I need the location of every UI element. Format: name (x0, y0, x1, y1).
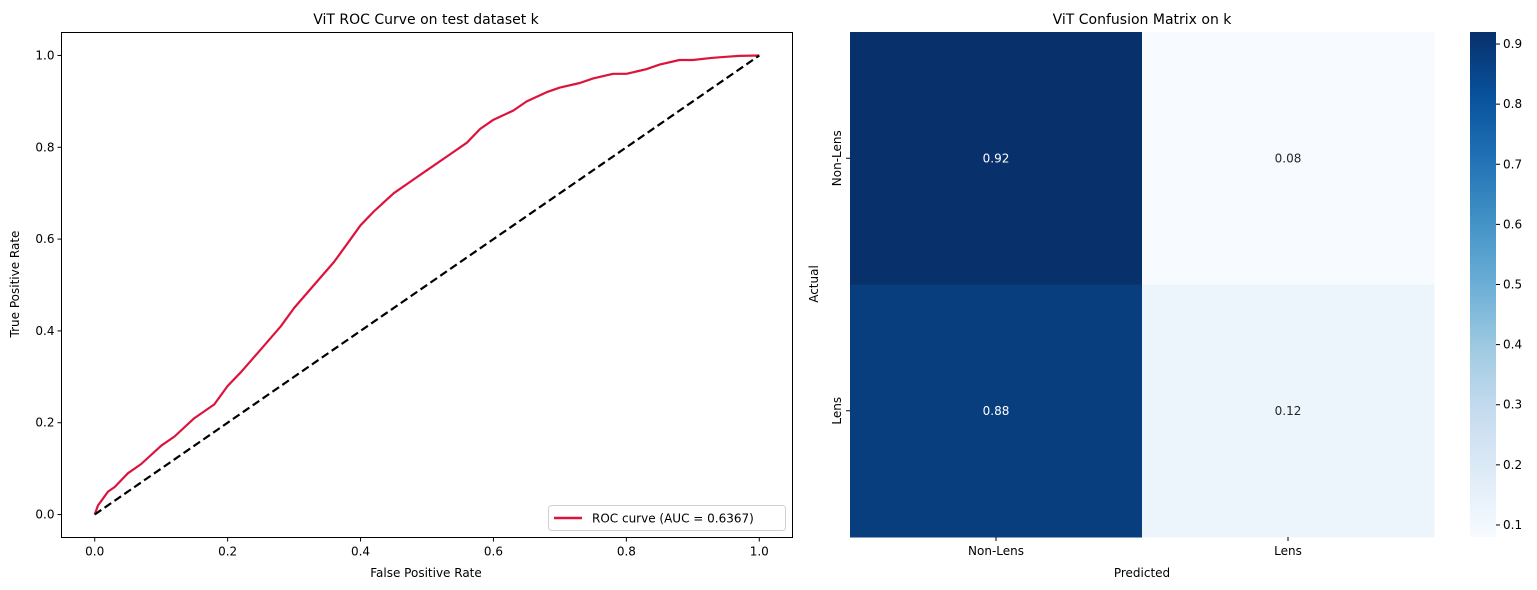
chance-diagonal-line (94, 54, 760, 516)
roc-axes-frame (61, 32, 793, 538)
colorbar-tick-label: 0.6 (1503, 217, 1522, 231)
cm-y-tick-label: Lens (830, 397, 844, 425)
roc-curve-line (93, 54, 760, 515)
cm-x-tick-label: Non-Lens (968, 544, 1024, 558)
y-tick-label: 0.0 (35, 508, 54, 522)
cm-cell (1142, 284, 1435, 538)
colorbar-tick-label: 0.9 (1503, 37, 1522, 51)
cm-y-tick-label: Non-Lens (830, 130, 844, 186)
colorbar-tick-label: 0.2 (1503, 458, 1522, 472)
roc-chart: ViT ROC Curve on test dataset k 0.0 0.2 0.… (8, 12, 793, 580)
x-tick-label: 1.0 (750, 545, 769, 559)
colorbar (1470, 32, 1496, 537)
colorbar-tick-label: 0.8 (1503, 97, 1522, 111)
colorbar-tick-label: 0.4 (1503, 338, 1522, 352)
y-tick-label: 0.8 (35, 140, 54, 154)
cm-cell (1142, 32, 1435, 285)
cm-y-label: Actual (807, 265, 821, 303)
roc-x-ticks: 0.0 0.2 0.4 0.6 0.8 1.0 (85, 537, 769, 559)
roc-x-label: False Positive Rate (370, 566, 482, 580)
y-tick-label: 0.2 (35, 416, 54, 430)
cm-cell-value: 0.88 (983, 404, 1010, 418)
roc-plot-area (93, 54, 760, 516)
cm-cells: 0.92 0.08 0.88 0.12 (850, 32, 1435, 538)
colorbar-tick-label: 0.5 (1503, 278, 1522, 292)
cm-cell (850, 284, 1143, 538)
y-tick-label: 1.0 (35, 48, 54, 62)
colorbar-tick-label: 0.3 (1503, 398, 1522, 412)
confusion-matrix-chart: ViT Confusion Matrix on k 0.92 0.080.88 0.… (807, 12, 1522, 580)
x-tick-label: 0.6 (484, 545, 503, 559)
colorbar-tick-label: 0.7 (1503, 157, 1522, 171)
roc-legend: ROC curve (AUC = 0.6367) (548, 505, 786, 531)
roc-title: ViT ROC Curve on test dataset k (313, 12, 539, 28)
y-tick-label: 0.4 (35, 324, 54, 338)
cm-x-label: Predicted (1114, 566, 1170, 580)
cm-y-ticks: Non-Lens Lens (830, 130, 850, 425)
y-tick-label: 0.6 (35, 232, 54, 246)
x-tick-label: 0.8 (617, 545, 636, 559)
cm-cell-value: 0.92 (983, 151, 1010, 165)
legend-box (548, 505, 786, 531)
x-tick-label: 0.0 (85, 545, 104, 559)
cm-title: ViT Confusion Matrix on k (1053, 12, 1233, 28)
x-tick-label: 0.2 (218, 545, 237, 559)
legend-label: ROC curve (AUC = 0.6367) (592, 512, 754, 526)
colorbar-tick-label: 0.1 (1503, 518, 1522, 532)
cm-cell-value: 0.08 (1275, 151, 1302, 165)
cm-x-tick-label: Lens (1274, 544, 1302, 558)
cm-cell-value: 0.12 (1275, 404, 1302, 418)
cm-x-ticks: Non-Lens Lens (968, 537, 1302, 558)
roc-y-label: True Positive Rate (8, 231, 22, 339)
x-tick-label: 0.4 (351, 545, 370, 559)
cm-cell (850, 32, 1143, 285)
roc-y-ticks: 0.0 0.2 0.4 0.6 0.8 1.0 (35, 48, 62, 522)
colorbar-ticks: 0.1 0.2 0.3 0.4 0.5 0.6 0.7 0.8 0.9 (1496, 37, 1522, 532)
